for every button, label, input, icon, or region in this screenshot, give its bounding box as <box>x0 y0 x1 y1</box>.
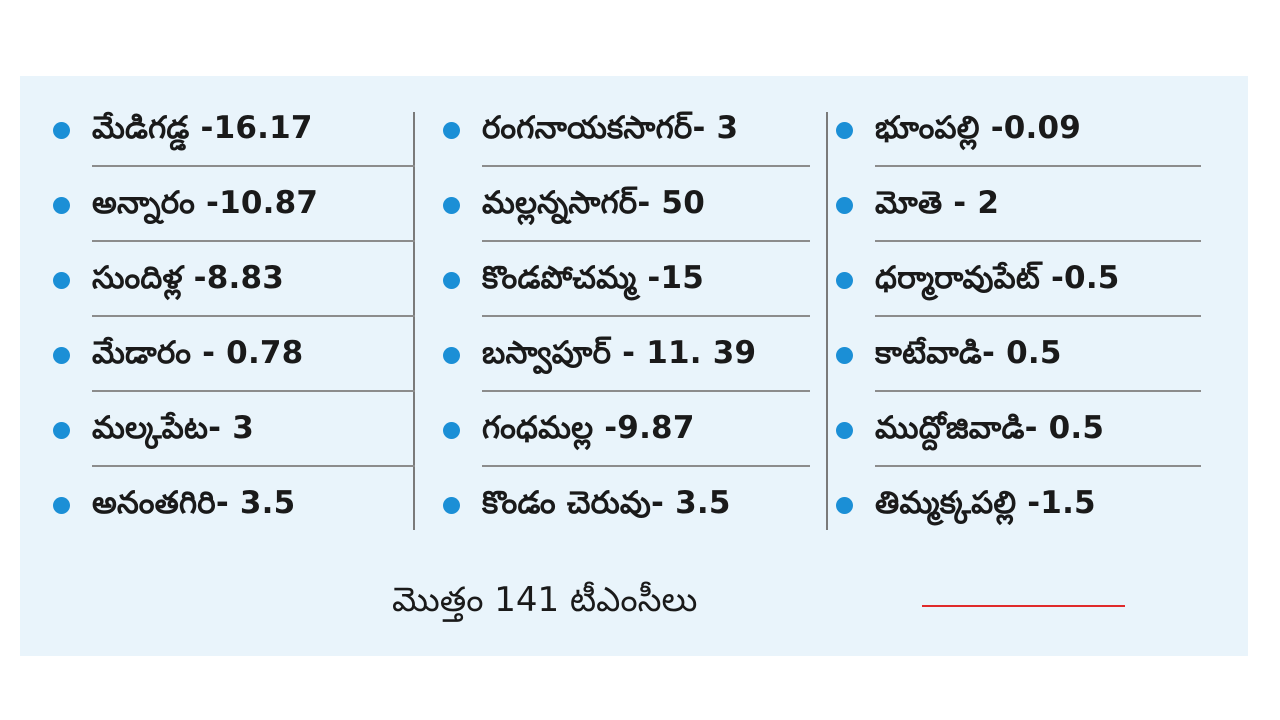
bullet-icon <box>53 122 70 139</box>
bullet-icon <box>443 122 460 139</box>
list-item: భూంపల్లి -0.09 <box>833 92 1201 167</box>
list-item: ధర్మారావుపేట్ -0.5 <box>833 242 1201 317</box>
row-divider <box>482 315 810 317</box>
list-item: అన్నారం -10.87 <box>50 167 415 242</box>
column-divider <box>413 112 415 530</box>
row-divider <box>482 465 810 467</box>
reservoir-label: మల్కపేట- 3 <box>92 410 255 446</box>
row-divider <box>92 315 415 317</box>
list-item: అనంతగిరి- 3.5 <box>50 467 415 542</box>
row-divider <box>92 465 415 467</box>
bullet-icon <box>443 272 460 289</box>
bullet-icon <box>836 497 853 514</box>
bullet-icon <box>836 197 853 214</box>
list-item: తిమ్మక్కపల్లి -1.5 <box>833 467 1201 542</box>
bullet-icon <box>53 497 70 514</box>
row-divider <box>875 240 1201 242</box>
bullet-icon <box>443 497 460 514</box>
bullet-icon <box>836 122 853 139</box>
bullet-icon <box>53 272 70 289</box>
reservoir-label: ముద్దోజివాడి- 0.5 <box>875 410 1105 446</box>
reservoir-label: మల్లన్నసాగర్- 50 <box>482 185 705 221</box>
reservoir-label: తిమ్మక్కపల్లి -1.5 <box>875 485 1096 521</box>
reservoir-label: బస్వాపూర్ - 11. 39 <box>482 335 757 371</box>
column-divider <box>826 112 828 530</box>
reservoir-label: అన్నారం -10.87 <box>92 185 319 221</box>
list-item: మేడారం - 0.78 <box>50 317 415 392</box>
reservoir-column-2: రంగనాయకసాగర్- 3 మల్లన్నసాగర్- 50 కొండపోచ… <box>440 92 810 542</box>
total-capacity: మొత్తం 141 టీఎంసీలు <box>392 580 698 620</box>
list-item: బస్వాపూర్ - 11. 39 <box>440 317 810 392</box>
accent-line <box>922 605 1125 607</box>
reservoir-label: కాటేవాడి- 0.5 <box>875 335 1062 371</box>
bullet-icon <box>443 422 460 439</box>
list-item: సుందిళ్ల -8.83 <box>50 242 415 317</box>
bullet-icon <box>836 347 853 364</box>
list-item: మల్కపేట- 3 <box>50 392 415 467</box>
bullet-icon <box>53 197 70 214</box>
reservoir-label: భూంపల్లి -0.09 <box>875 110 1082 146</box>
row-divider <box>92 390 415 392</box>
list-item: కాటేవాడి- 0.5 <box>833 317 1201 392</box>
reservoir-column-3: భూంపల్లి -0.09 మోతె - 2 ధర్మారావుపేట్ -0… <box>833 92 1201 542</box>
reservoir-label: అనంతగిరి- 3.5 <box>92 485 296 521</box>
reservoir-label: సుందిళ్ల -8.83 <box>92 260 285 296</box>
row-divider <box>482 390 810 392</box>
reservoir-label: కొండపోచమ్మ -15 <box>482 260 704 296</box>
list-item: కొండం చెరువు- 3.5 <box>440 467 810 542</box>
list-item: మోతె - 2 <box>833 167 1201 242</box>
bullet-icon <box>53 347 70 364</box>
row-divider <box>875 315 1201 317</box>
reservoir-label: రంగనాయకసాగర్- 3 <box>482 110 739 146</box>
list-item: రంగనాయకసాగర్- 3 <box>440 92 810 167</box>
row-divider <box>875 465 1201 467</box>
bullet-icon <box>443 197 460 214</box>
list-item: ముద్దోజివాడి- 0.5 <box>833 392 1201 467</box>
bullet-icon <box>836 272 853 289</box>
reservoir-label: కొండం చెరువు- 3.5 <box>482 485 731 521</box>
row-divider <box>875 390 1201 392</box>
list-item: గంధమల్ల -9.87 <box>440 392 810 467</box>
reservoir-label: మోతె - 2 <box>875 185 1000 221</box>
row-divider <box>875 165 1201 167</box>
row-divider <box>92 240 415 242</box>
list-item: మేడిగడ్డ -16.17 <box>50 92 415 167</box>
row-divider <box>482 240 810 242</box>
reservoir-label: మేడారం - 0.78 <box>92 335 304 371</box>
bullet-icon <box>443 347 460 364</box>
bullet-icon <box>53 422 70 439</box>
list-item: కొండపోచమ్మ -15 <box>440 242 810 317</box>
reservoir-column-1: మేడిగడ్డ -16.17 అన్నారం -10.87 సుందిళ్ల … <box>50 92 415 542</box>
reservoir-label: గంధమల్ల -9.87 <box>482 410 695 446</box>
row-divider <box>482 165 810 167</box>
reservoir-label: మేడిగడ్డ -16.17 <box>92 110 313 146</box>
list-item: మల్లన్నసాగర్- 50 <box>440 167 810 242</box>
reservoir-label: ధర్మారావుపేట్ -0.5 <box>875 260 1120 296</box>
bullet-icon <box>836 422 853 439</box>
row-divider <box>92 165 415 167</box>
reservoir-capacity-panel <box>20 76 1248 656</box>
